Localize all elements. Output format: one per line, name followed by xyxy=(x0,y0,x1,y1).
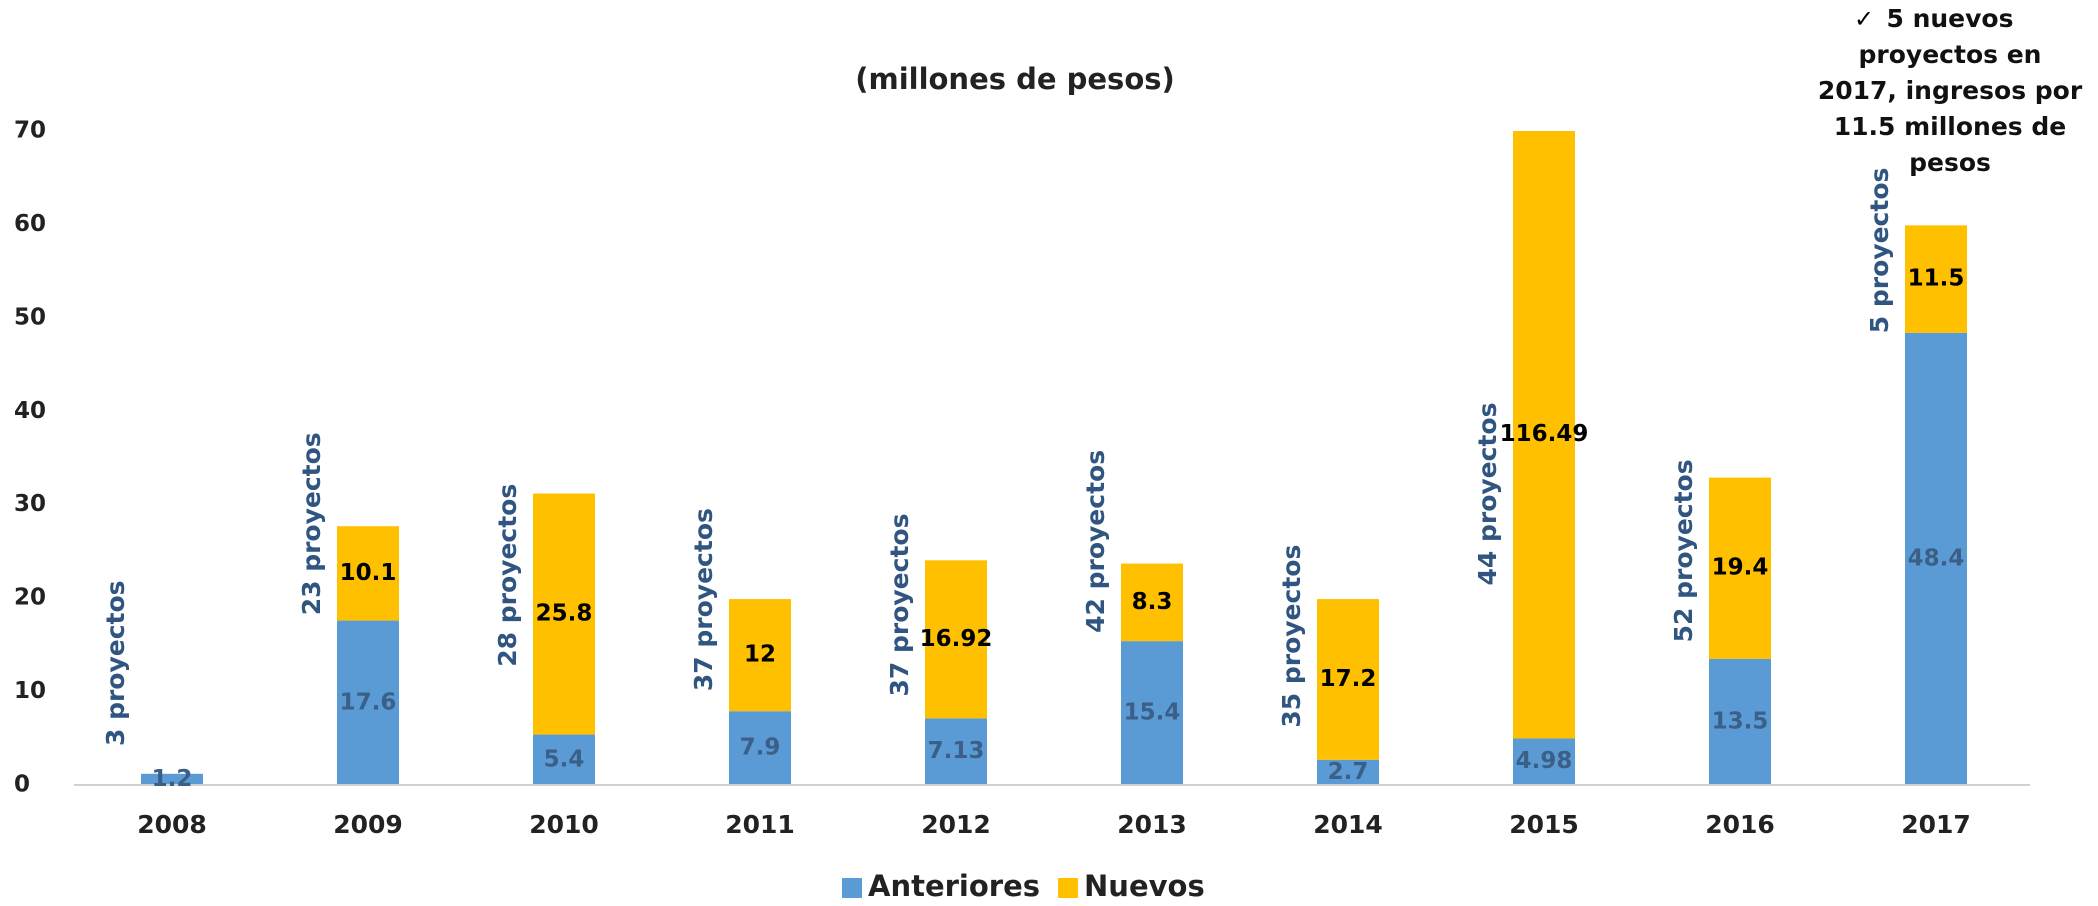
value-label: 1.2 xyxy=(152,766,193,792)
y-tick-label: 60 xyxy=(14,211,46,237)
annotation: 5 proyectos xyxy=(1865,168,1894,334)
value-label: 17.2 xyxy=(1320,666,1377,692)
y-tick-label: 0 xyxy=(14,772,30,798)
x-tick-label: 2014 xyxy=(1313,810,1383,839)
note-line: pesos xyxy=(1909,148,1991,177)
x-tick-label: 2015 xyxy=(1509,810,1579,839)
x-tick-label: 2012 xyxy=(921,810,991,839)
check-icon: ✓ xyxy=(1854,5,1874,33)
value-label: 13.5 xyxy=(1712,708,1769,734)
value-label: 2.7 xyxy=(1328,759,1369,785)
annotation: 42 proyectos xyxy=(1081,450,1110,633)
value-label: 4.98 xyxy=(1516,748,1573,774)
bar-segment xyxy=(1317,599,1379,760)
y-tick-label: 50 xyxy=(14,304,46,330)
x-tick-label: 2016 xyxy=(1705,810,1775,839)
value-label: 17.6 xyxy=(340,689,397,715)
bar-segment xyxy=(1905,332,1967,785)
value-label: 15.4 xyxy=(1124,700,1181,726)
bar-segment xyxy=(1709,477,1771,659)
bar-segment xyxy=(1513,131,1575,739)
bar-segment xyxy=(337,620,399,785)
note-line: 2017, ingresos por xyxy=(1818,76,2083,105)
x-tick-label: 2013 xyxy=(1117,810,1187,839)
note-line: proyectos en xyxy=(1859,40,2042,69)
value-label: 116.49 xyxy=(1500,421,1589,447)
note-line: 11.5 millones de xyxy=(1834,112,2067,141)
value-label: 8.3 xyxy=(1132,589,1173,615)
annotation: 37 proyectos xyxy=(885,514,914,697)
value-label: 7.9 xyxy=(740,735,781,761)
bar-segment xyxy=(1709,658,1771,785)
annotation: 28 proyectos xyxy=(493,484,522,667)
legend-swatch xyxy=(1058,878,1079,898)
bar-segment xyxy=(1317,759,1379,785)
value-label: 7.13 xyxy=(928,738,985,764)
value-label: 10.1 xyxy=(340,560,397,586)
legend-label: Anteriores xyxy=(868,869,1040,903)
x-tick-label: 2009 xyxy=(333,810,403,839)
value-label: 12 xyxy=(744,642,776,668)
bar-segment xyxy=(337,526,399,621)
annotation: 3 proyectos xyxy=(101,580,130,746)
annotation: 44 proyectos xyxy=(1473,403,1502,586)
value-label: 25.8 xyxy=(536,601,593,627)
bar-segment xyxy=(1121,641,1183,785)
value-label: 16.92 xyxy=(920,626,993,652)
annotation: 23 proyectos xyxy=(297,432,326,615)
bar-segment xyxy=(925,560,987,719)
y-tick-label: 10 xyxy=(14,678,46,704)
x-tick-label: 2008 xyxy=(137,810,207,839)
x-tick-label: 2011 xyxy=(725,810,795,839)
y-tick-label: 40 xyxy=(14,398,46,424)
bar-segment xyxy=(1121,563,1183,642)
legend-label: Nuevos xyxy=(1084,869,1205,903)
annotation: 52 proyectos xyxy=(1669,459,1698,642)
value-label: 48.4 xyxy=(1908,545,1965,571)
bar-segment xyxy=(141,773,203,785)
value-label: 11.5 xyxy=(1908,266,1965,292)
chart-title: (millones de pesos) xyxy=(855,62,1175,96)
x-tick-label: 2010 xyxy=(529,810,599,839)
y-tick-label: 70 xyxy=(14,118,46,144)
bar-segment xyxy=(533,493,595,735)
y-tick-label: 20 xyxy=(14,585,46,611)
legend-swatch xyxy=(842,878,862,898)
annotation: 35 proyectos xyxy=(1277,545,1306,728)
bar-segment xyxy=(729,599,791,712)
bar-segment xyxy=(925,718,987,785)
y-tick-label: 30 xyxy=(14,491,46,517)
x-tick-label: 2017 xyxy=(1901,810,1971,839)
bar-segment xyxy=(1905,225,1967,333)
value-label: 5.4 xyxy=(544,746,585,772)
bars xyxy=(141,131,1967,785)
note-line: 5 nuevos xyxy=(1886,4,2013,33)
value-label: 19.4 xyxy=(1712,555,1769,581)
bar-segment xyxy=(1513,738,1575,785)
annotation: 37 proyectos xyxy=(689,508,718,691)
bar-segment xyxy=(533,734,595,785)
bar-segment xyxy=(729,711,791,785)
